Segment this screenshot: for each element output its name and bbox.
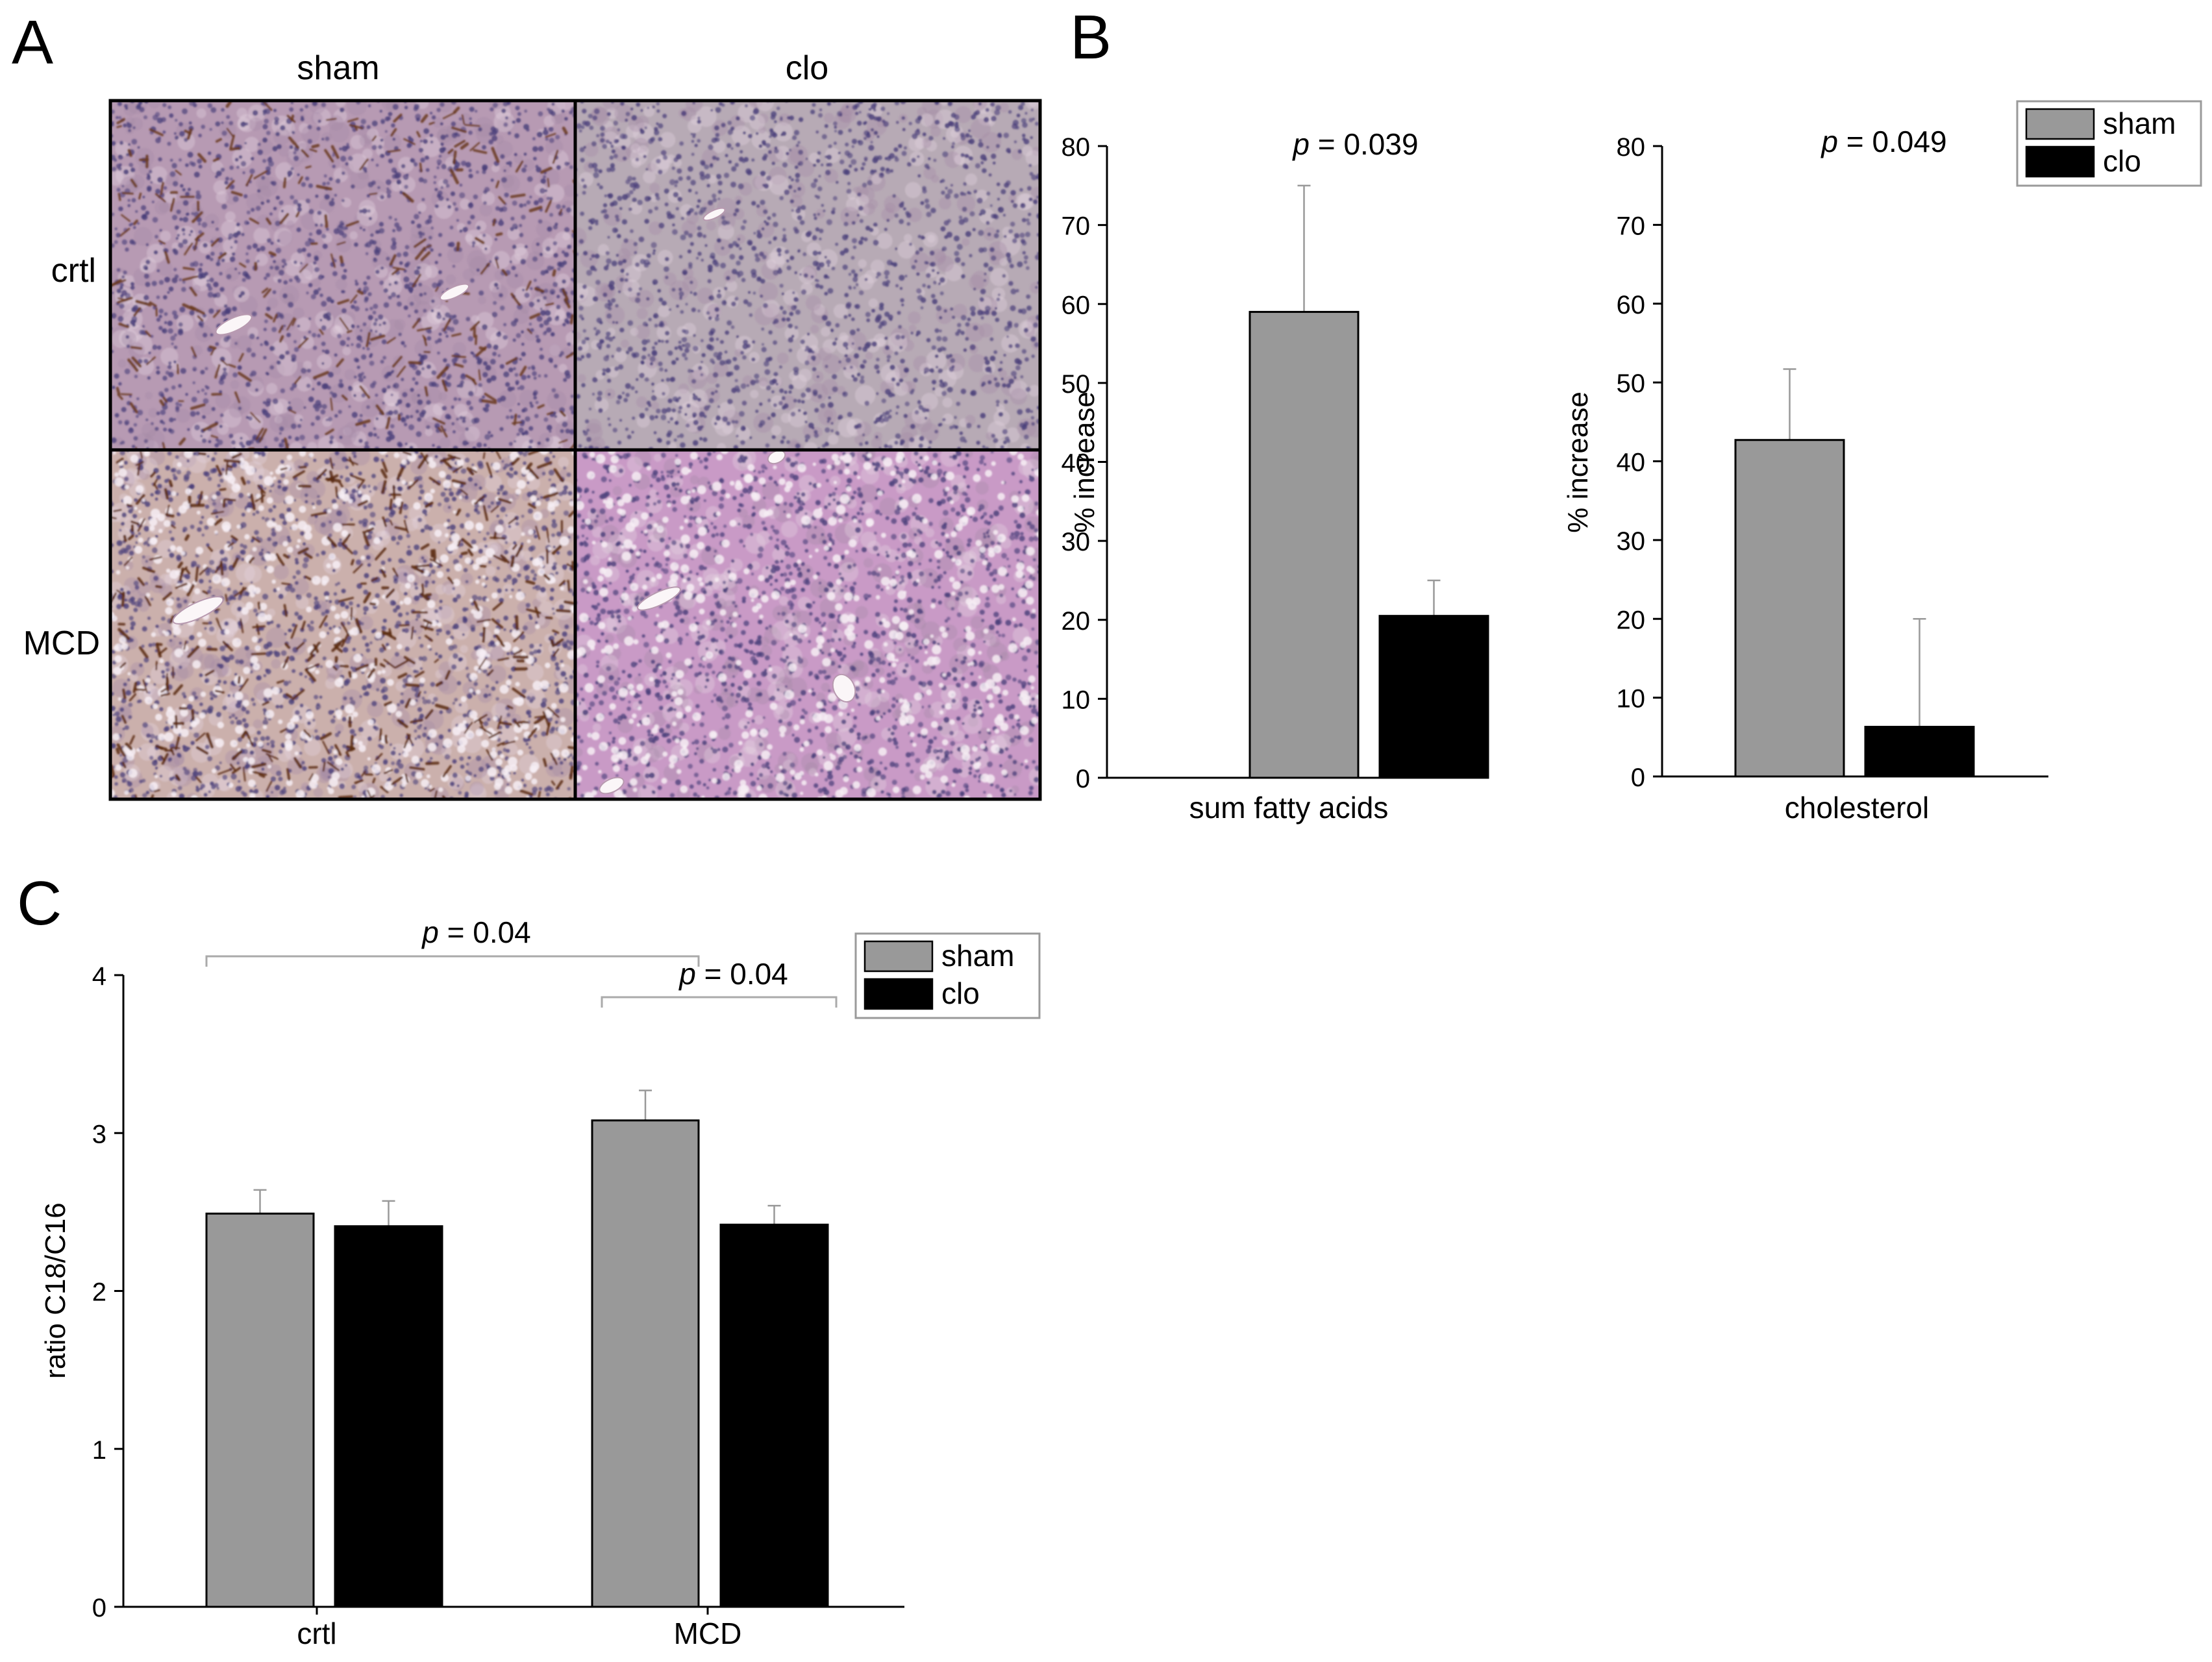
y-axis-label: % increase [1069, 391, 1100, 533]
y-tick-label: 80 [1062, 133, 1091, 162]
vessel-lumen [439, 283, 470, 301]
vessel-lumen [215, 314, 253, 336]
p-value: = 0.04 [439, 915, 531, 949]
legend-swatch-sham [2025, 108, 2095, 140]
legend-label-sham: sham [941, 939, 1014, 973]
tissue-texture [110, 450, 575, 799]
x-category-label: MCD [674, 1617, 742, 1650]
vessel-lumen [599, 776, 625, 795]
y-tick-label: 10 [1062, 686, 1091, 714]
y-tick-label: 60 [1062, 291, 1091, 319]
p-symbol: p [678, 957, 696, 991]
vessel-lumen [172, 596, 224, 625]
tissue-texture [575, 101, 1040, 450]
y-tick-label: 0 [1631, 763, 1645, 792]
y-axis-label: ratio C18/C16 [40, 1202, 71, 1378]
p-value: = 0.049 [1838, 125, 1947, 158]
col-label-clo: clo [786, 49, 828, 87]
vessel-lumen [767, 450, 786, 465]
chart-ratio-c18-c16: 0 1 2 3 4 crtl MCD ratio C18/C16 p = 0.04 p =… [40, 915, 1041, 1650]
y-tick-label: 60 [1617, 291, 1646, 319]
panel-letter-b: B [1070, 3, 1112, 72]
y-axis-ticks: 0 10 20 30 40 50 60 70 80 [1062, 133, 1107, 793]
bar-group [1734, 368, 1975, 778]
bar-group [1249, 184, 1489, 779]
vessel-lumen [702, 207, 726, 221]
y-tick-label: 50 [1617, 369, 1646, 398]
bar-clo-mcd [719, 1223, 829, 1608]
micrograph-mcd-clo [575, 450, 1040, 799]
y-tick-label: 30 [1617, 527, 1646, 556]
y-tick-label: 3 [92, 1120, 106, 1148]
x-axis-categories: crtl MCD [297, 1607, 741, 1650]
bracket-line [205, 955, 700, 967]
bar-clo-sum-fatty-acids [1378, 615, 1489, 779]
y-axis-label: % increase [1562, 391, 1594, 533]
x-category-label: crtl [297, 1617, 336, 1650]
y-tick-label: 0 [1076, 765, 1090, 793]
tissue-texture [575, 450, 1040, 799]
chart-fatty-acids: 0 10 20 30 40 50 60 70 80 % increase sum fatty a… [1062, 127, 1489, 825]
y-tick-label: 80 [1617, 133, 1646, 162]
y-tick-label: 70 [1617, 212, 1646, 240]
chart-cholesterol: 0 10 20 30 40 50 60 70 80 % increase cholesterol… [1562, 100, 2202, 825]
bar-group [205, 1089, 829, 1608]
y-tick-label: 50 [1062, 370, 1091, 399]
vessel-lumen [832, 673, 856, 703]
p-value-annotation: p = 0.039 [1291, 127, 1418, 161]
legend-label-clo: clo [2103, 144, 2141, 178]
bar-sham-crtl [205, 1212, 315, 1608]
bracket-label: p = 0.04 [678, 957, 788, 991]
y-tick-label: 10 [1617, 685, 1646, 713]
p-symbol: p [1820, 125, 1838, 158]
row-label-mcd: MCD [23, 625, 100, 662]
panel-letter-a: A [12, 8, 53, 77]
y-tick-label: 2 [92, 1278, 106, 1307]
legend: sham clo [2016, 100, 2202, 187]
y-tick-label: 40 [1062, 449, 1091, 478]
legend: sham clo [854, 932, 1041, 1019]
x-axis-label: sum fatty acids [1189, 791, 1389, 825]
legend-label-clo: clo [941, 976, 980, 1010]
bracket-label: p = 0.04 [421, 915, 531, 949]
legend-label-sham: sham [2103, 106, 2176, 140]
p-value: = 0.04 [696, 957, 788, 991]
p-symbol: p [421, 915, 439, 949]
panel-letter-c: C [17, 869, 62, 938]
row-label-crtl: crtl [51, 252, 96, 290]
bar-sham-cholesterol [1734, 439, 1845, 778]
legend-swatch-clo [864, 978, 934, 1010]
micrograph-mcd-sham [110, 450, 575, 799]
y-tick-label: 20 [1062, 607, 1091, 636]
bar-clo-cholesterol [1864, 726, 1975, 778]
x-axis-label: cholesterol [1785, 791, 1929, 825]
bar-sham-mcd [591, 1119, 700, 1608]
legend-swatch-clo [2025, 145, 2095, 178]
significance-bracket-crtl-mcd: p = 0.04 [205, 915, 700, 967]
bar-clo-crtl [334, 1225, 443, 1608]
bar-sham-sum-fatty-acids [1249, 310, 1360, 779]
p-symbol: p [1291, 127, 1310, 161]
micrograph-crtl-clo [575, 101, 1040, 450]
y-tick-label: 4 [92, 962, 106, 991]
p-value: = 0.039 [1310, 127, 1419, 161]
col-label-sham: sham [297, 49, 379, 87]
y-tick-label: 30 [1062, 528, 1091, 556]
y-tick-label: 70 [1062, 212, 1091, 241]
significance-bracket-mcd: p = 0.04 [601, 957, 838, 1008]
y-tick-label: 1 [92, 1436, 106, 1465]
y-tick-label: 0 [92, 1594, 106, 1622]
vessel-lumen [637, 586, 681, 611]
legend-swatch-sham [864, 940, 934, 973]
y-tick-label: 20 [1617, 606, 1646, 634]
micrograph-grid [108, 99, 1042, 801]
bracket-line [601, 996, 838, 1008]
y-axis-ticks: 0 10 20 30 40 50 60 70 80 [1617, 133, 1662, 792]
p-value-annotation: p = 0.049 [1820, 125, 1946, 158]
y-axis-ticks: 0 1 2 3 4 [92, 962, 123, 1622]
y-tick-label: 40 [1617, 449, 1646, 477]
micrograph-crtl-sham [110, 101, 575, 450]
